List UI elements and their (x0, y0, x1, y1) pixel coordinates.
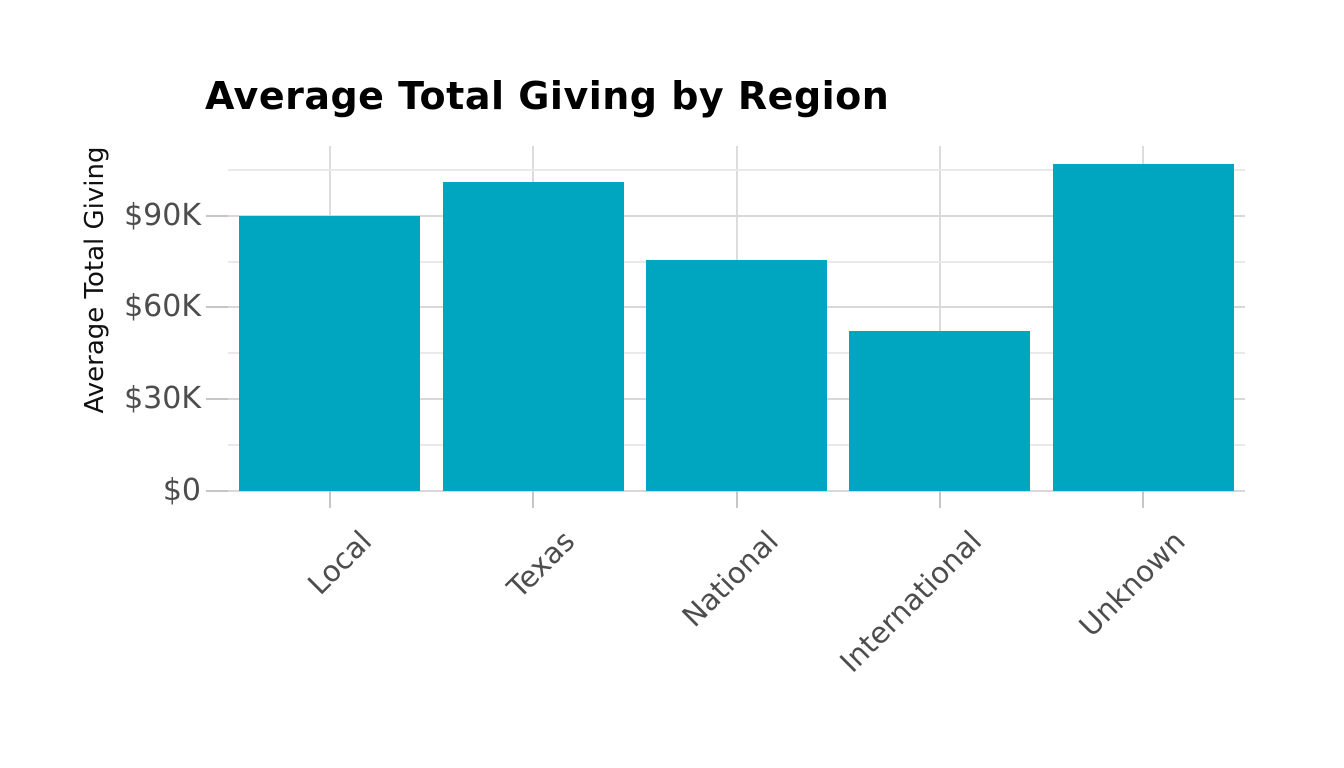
y-tick-label: $0 (162, 473, 201, 508)
bar-national (645, 260, 827, 491)
x-tick-label: International (833, 524, 988, 679)
x-tick-mark (532, 491, 535, 508)
y-tick-mark (206, 398, 228, 401)
y-tick-mark (206, 490, 228, 492)
vertical-gridline (938, 146, 941, 491)
bar-international (849, 331, 1031, 491)
minor-gridline (228, 168, 1245, 171)
x-tick-label: Texas (500, 524, 582, 605)
x-tick-label: National (675, 524, 785, 634)
y-tick-label: $60K (124, 289, 201, 325)
y-tick-mark (206, 306, 228, 309)
x-tick-label: Unknown (1072, 524, 1192, 644)
x-tick-mark (938, 491, 941, 508)
y-tick-label: $90K (124, 197, 201, 233)
x-tick-mark (1142, 491, 1145, 508)
y-tick-label: $30K (124, 381, 201, 417)
bar-unknown (1052, 163, 1234, 491)
major-gridline (228, 214, 1245, 217)
bar-texas (442, 182, 624, 491)
x-tick-mark (328, 491, 331, 508)
chart-title: Average Total Giving by Region (205, 74, 890, 118)
x-tick-mark (735, 491, 738, 508)
bar-local (239, 215, 421, 491)
y-tick-mark (206, 214, 228, 217)
x-tick-label: Local (300, 524, 378, 602)
